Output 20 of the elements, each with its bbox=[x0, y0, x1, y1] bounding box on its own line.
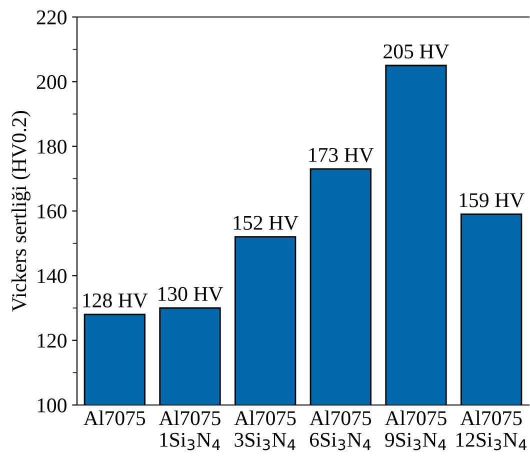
y-tick-label: 220 bbox=[36, 10, 66, 24]
data-label: 128 HV bbox=[83, 293, 148, 308]
y-tick-label: 100 bbox=[38, 398, 66, 412]
x-tick-label: Al7075 12Si$_{3}$N$_{4}$ bbox=[456, 410, 527, 450]
y-tick-label: 120 bbox=[38, 334, 66, 348]
y-tick-label: 140 bbox=[38, 269, 66, 284]
data-label: 205 HV bbox=[384, 44, 450, 59]
y-axis-title: Vickers sertliği (HV0.2) bbox=[12, 111, 30, 312]
y-tick-label: 200 bbox=[36, 75, 66, 90]
y-tick-label: 160 bbox=[38, 204, 66, 218]
x-tick-label: Al7075 9Si$_{3}$N$_{4}$ bbox=[384, 410, 446, 450]
data-label: 130 HV bbox=[158, 286, 224, 302]
x-tick-label: Al7075 3Si$_{3}$N$_{4}$ bbox=[234, 410, 296, 450]
data-label: 159 HV bbox=[460, 193, 524, 208]
data-label: 152 HV bbox=[234, 216, 298, 230]
data-label: 173 HV bbox=[309, 148, 374, 162]
y-tick-label: 180 bbox=[38, 140, 66, 154]
x-tick-label: Al7075 1Si$_{3}$N$_{4}$ bbox=[158, 410, 220, 450]
x-tick-label: Al7075 6Si$_{3}$N$_{4}$ bbox=[310, 410, 372, 450]
x-tick-label: Al7075 bbox=[84, 410, 146, 426]
